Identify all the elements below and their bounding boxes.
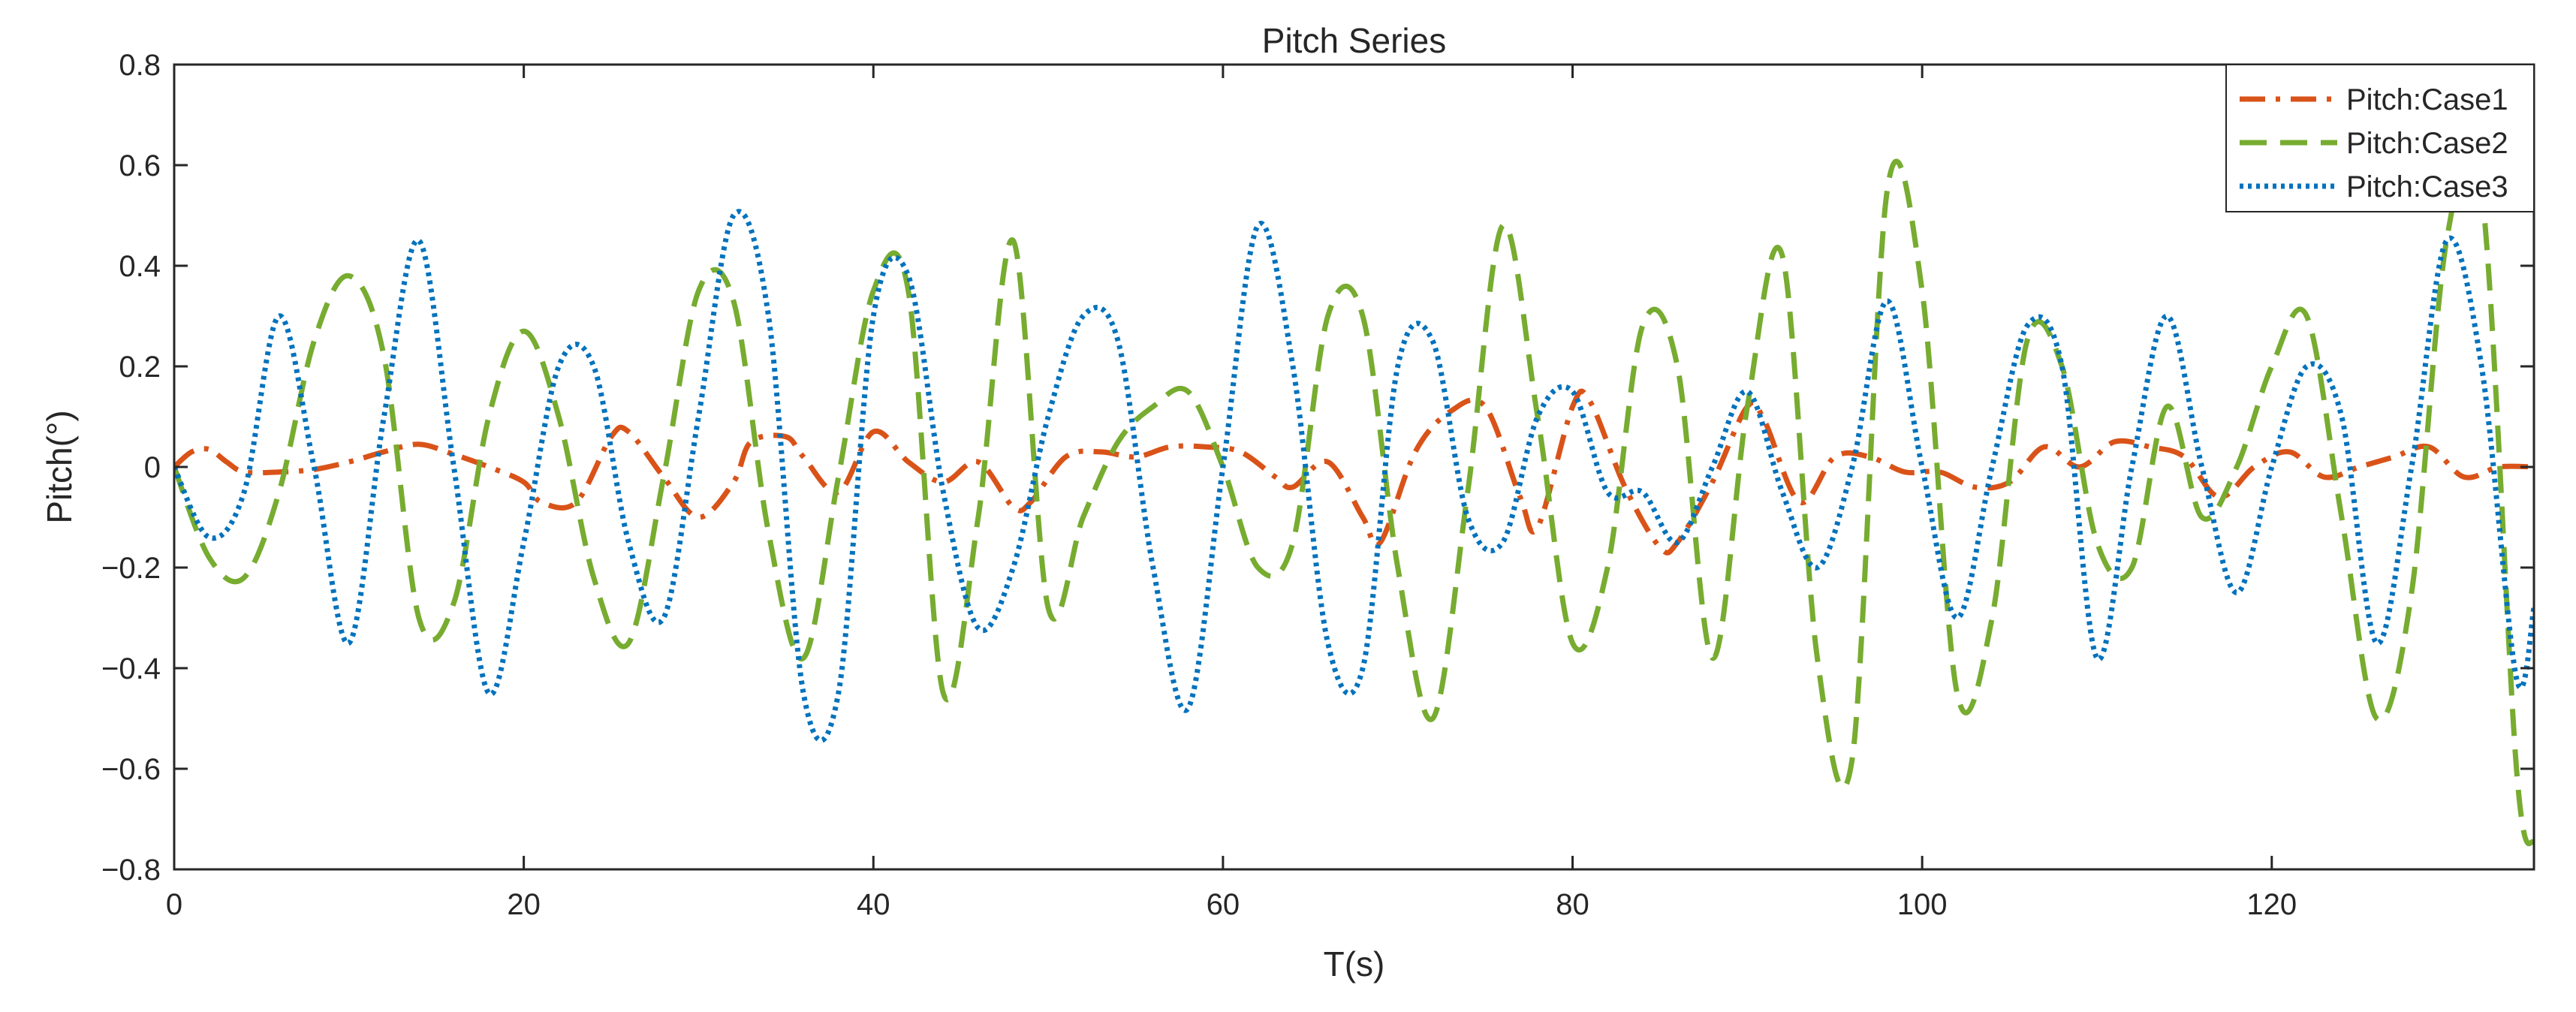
y-tick-label: −0.4 <box>101 652 161 685</box>
series-line-3 <box>174 209 2534 743</box>
y-tick-label: 0.8 <box>119 49 161 82</box>
series-line-1 <box>174 388 2534 556</box>
legend-label-1: Pitch:Case1 <box>2346 83 2508 116</box>
x-tick-label: 120 <box>2246 888 2297 921</box>
plot-area <box>174 65 2534 869</box>
chart-title: Pitch Series <box>1262 21 1446 60</box>
x-tick-label: 60 <box>1207 888 1240 921</box>
y-tick-label: 0.4 <box>119 250 161 283</box>
x-axis-label: T(s) <box>1324 944 1385 983</box>
y-tick-label: −0.2 <box>101 552 161 585</box>
legend-label-3: Pitch:Case3 <box>2346 170 2508 203</box>
y-tick-label: 0 <box>144 451 161 484</box>
x-tick-label: 40 <box>857 888 890 921</box>
y-tick-label: 0.2 <box>119 351 161 384</box>
legend-box <box>2225 64 2535 212</box>
y-tick-label: −0.8 <box>101 854 161 887</box>
x-tick-label: 20 <box>507 888 541 921</box>
x-axis: 0 20 40 60 80 100 120 <box>166 65 2297 921</box>
y-axis: −0.8 −0.6 −0.4 −0.2 0 0.2 0.4 0.6 0.8 <box>101 49 2534 887</box>
series-layer <box>174 146 2534 847</box>
y-tick-label: −0.6 <box>101 753 161 786</box>
y-axis-label: Pitch(°) <box>40 410 79 523</box>
x-tick-label: 0 <box>166 888 182 921</box>
y-tick-label: 0.6 <box>119 149 161 182</box>
x-tick-label: 80 <box>1556 888 1589 921</box>
legend: Pitch:Case1 Pitch:Case2 Pitch:Case3 <box>2225 64 2535 212</box>
x-tick-label: 100 <box>1897 888 1948 921</box>
legend-label-2: Pitch:Case2 <box>2346 127 2508 160</box>
